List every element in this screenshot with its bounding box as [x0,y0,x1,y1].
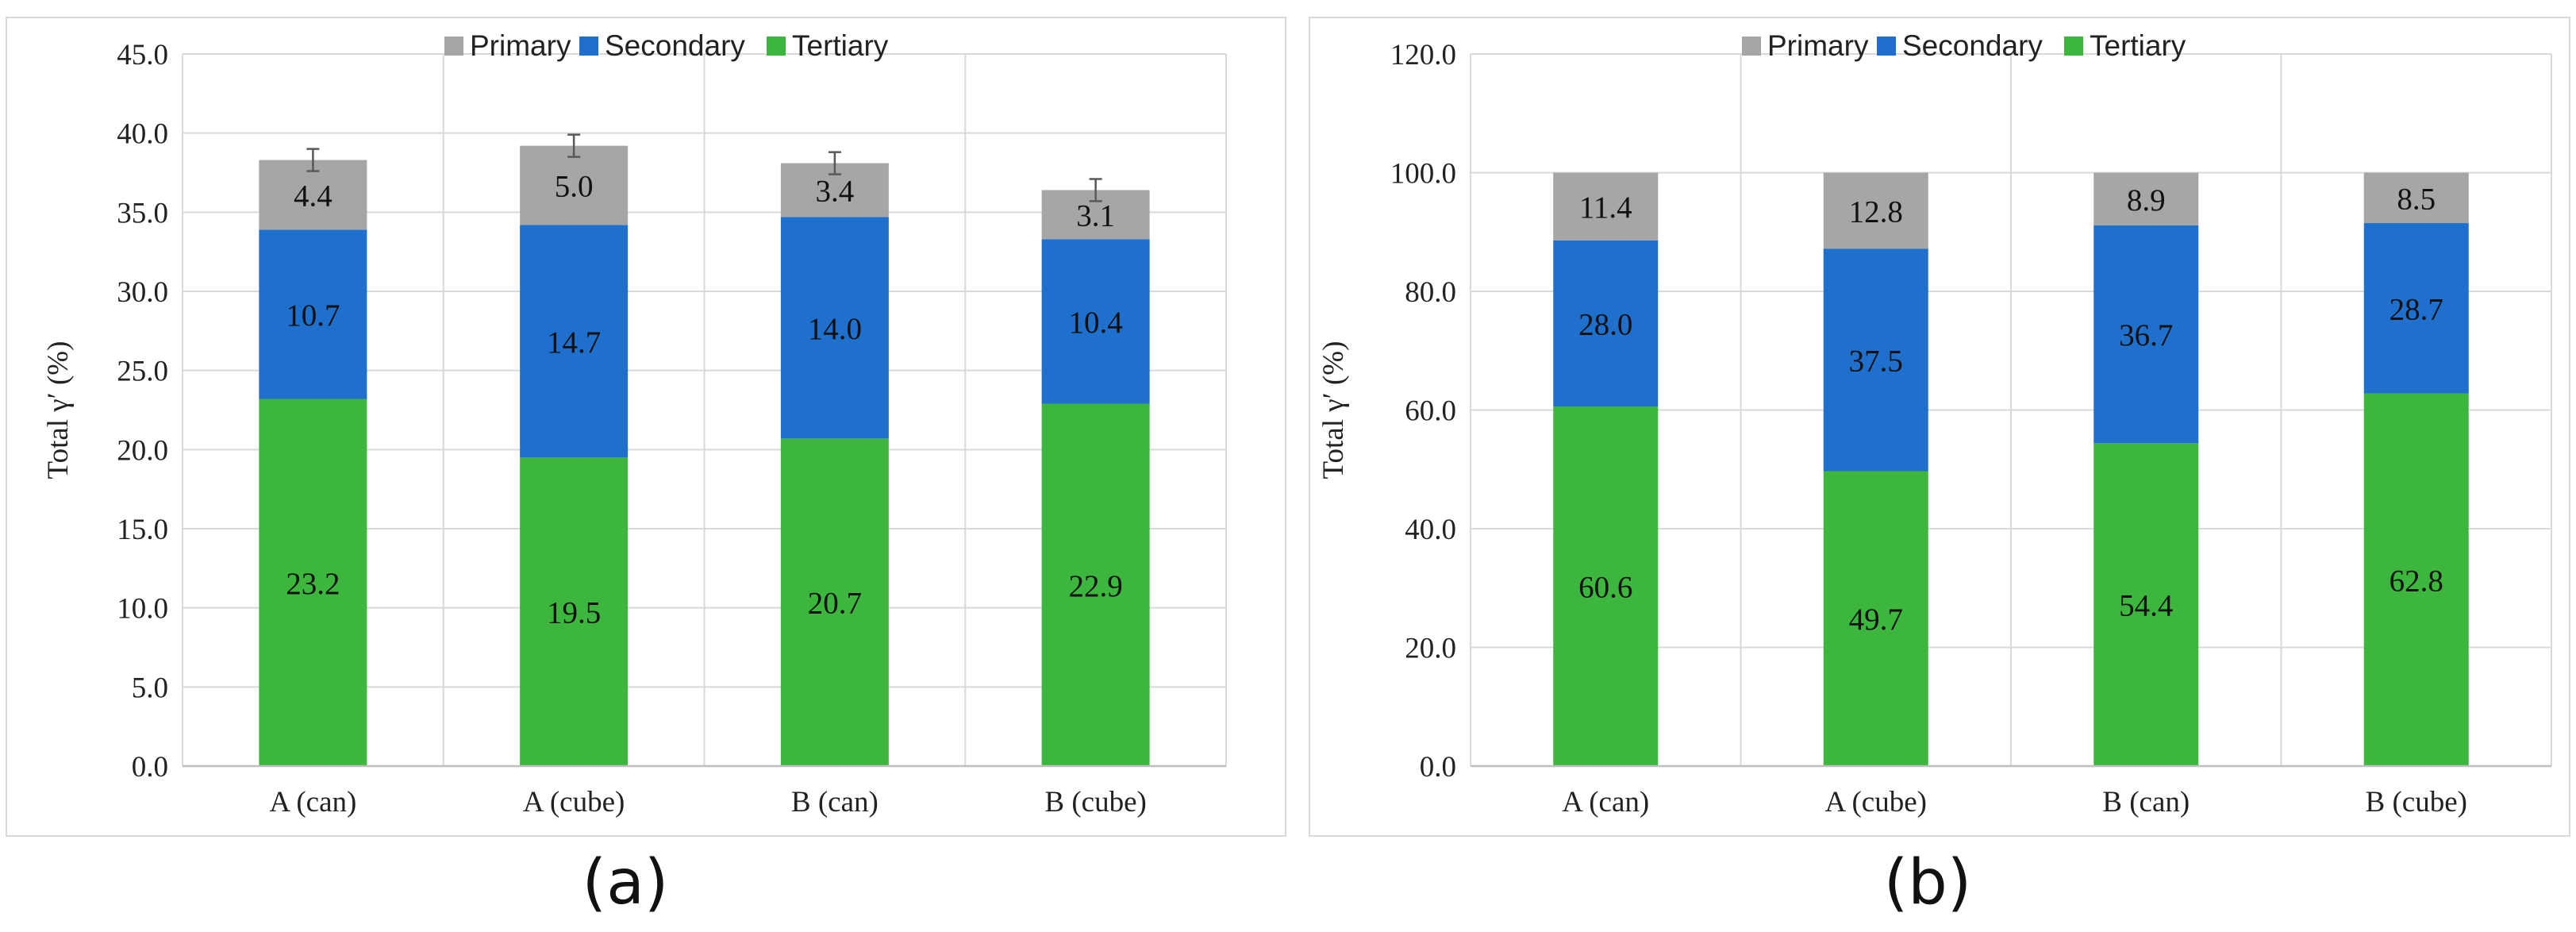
data-label-secondary: 10.4 [1069,306,1123,340]
bar-tertiary [1041,403,1150,766]
data-label-secondary: 14.0 [808,312,862,346]
bar-primary [2363,172,2469,224]
x-tick-label: B (cube) [1044,786,1146,818]
data-label-secondary: 28.7 [2390,292,2443,326]
bar-secondary [1553,240,1659,407]
legend-label-primary: Primary [1767,29,1869,62]
data-label-secondary: 14.7 [547,325,601,360]
y-tick-label: 35.0 [117,197,168,229]
legend-swatch-secondary [579,37,598,56]
y-tick-label: 120.0 [1390,39,1456,71]
bar-tertiary [520,457,629,766]
data-label-tertiary: 23.2 [286,567,340,601]
legend-label-tertiary: Tertiary [792,29,889,62]
chart-frame [1309,17,2570,837]
legend-label-primary: Primary [470,29,571,62]
panel-label: (b) [1884,847,1971,919]
x-tick-label: B (can) [2102,786,2190,818]
chart-b: 0.0 20.0 40.0 60.0 80.0 100.0 120.0 Total γ′ (%… [1309,17,2570,919]
data-label-primary: 8.5 [2397,182,2436,216]
data-label-tertiary: 20.7 [808,587,862,621]
bar-secondary [1041,239,1150,404]
chart-frame [6,17,1286,837]
bar-primary [1823,172,1928,249]
data-label-primary: 8.9 [2127,183,2166,218]
legend-swatch-tertiary [2064,37,2083,56]
y-tick-label: 60.0 [1405,395,1456,428]
x-tick-label: B (cube) [2366,786,2467,818]
panel-label: (a) [582,847,669,919]
x-tick-label: A (cube) [1825,786,1927,818]
y-tick-label: 5.0 [132,672,168,704]
y-tick-label: 40.0 [1405,514,1456,546]
data-label-tertiary: 54.4 [2119,589,2173,623]
data-label-primary: 4.4 [294,179,333,213]
legend-label-secondary: Secondary [1902,29,2043,62]
y-tick-label: 30.0 [117,276,168,309]
bar-tertiary [2093,443,2199,766]
bar-secondary [2363,223,2469,394]
x-tick-label: A (can) [1562,786,1649,818]
data-label-secondary: 28.0 [1578,307,1632,341]
legend-swatch-tertiary [767,37,786,56]
bar-primary [2093,172,2199,226]
y-tick-label: 15.0 [117,514,168,546]
bar-secondary [1823,248,1928,472]
data-label-tertiary: 22.9 [1069,569,1123,603]
data-label-tertiary: 62.8 [2390,564,2443,598]
y-tick-label: 25.0 [117,356,168,388]
bar-secondary [780,217,889,439]
data-label-tertiary: 60.6 [1578,571,1632,605]
data-label-tertiary: 19.5 [547,596,601,630]
y-tick-label: 0.0 [132,751,168,784]
legend-label-secondary: Secondary [605,29,745,62]
legend-label-tertiary: Tertiary [2090,29,2186,62]
data-label-primary: 3.4 [816,174,855,208]
y-tick-label: 45.0 [117,39,168,71]
x-tick-label: A (cube) [523,786,625,818]
data-label-secondary: 36.7 [2119,318,2173,352]
data-label-primary: 11.4 [1579,191,1632,225]
y-tick-label: 40.0 [117,118,168,151]
y-tick-label: 10.0 [117,593,168,626]
bar-primary [1553,172,1659,241]
y-tick-label: 100.0 [1390,158,1456,191]
chart-a: 0.0 5.0 10.0 15.0 20.0 25.0 30.0 35.0 40.0 45.0 To… [6,17,1286,919]
data-label-secondary: 37.5 [1849,344,1903,378]
data-label-primary: 5.0 [555,169,594,203]
data-label-secondary: 10.7 [286,298,340,333]
bar-primary [520,145,629,225]
legend-swatch-primary [1742,37,1761,56]
legend-swatch-primary [444,37,463,56]
bar-tertiary [1823,471,1928,766]
y-axis-title: Total γ′ (%) [42,341,75,479]
data-label-tertiary: 49.7 [1849,603,1903,637]
y-tick-label: 80.0 [1405,276,1456,309]
y-tick-label: 20.0 [117,434,168,467]
x-tick-label: B (can) [791,786,879,818]
data-label-primary: 12.8 [1849,194,1903,229]
data-label-primary: 3.1 [1076,198,1115,233]
x-tick-label: A (can) [269,786,356,818]
y-tick-label: 0.0 [1420,751,1456,784]
y-axis-title: Total γ′ (%) [1317,341,1350,479]
y-tick-label: 20.0 [1405,633,1456,665]
bar-secondary [259,229,367,399]
bar-tertiary [2363,393,2469,766]
bar-tertiary [1553,406,1659,766]
bar-secondary [520,225,629,458]
bar-tertiary [259,399,367,766]
legend-swatch-secondary [1877,37,1896,56]
bar-tertiary [780,438,889,766]
bar-secondary [2093,225,2199,444]
